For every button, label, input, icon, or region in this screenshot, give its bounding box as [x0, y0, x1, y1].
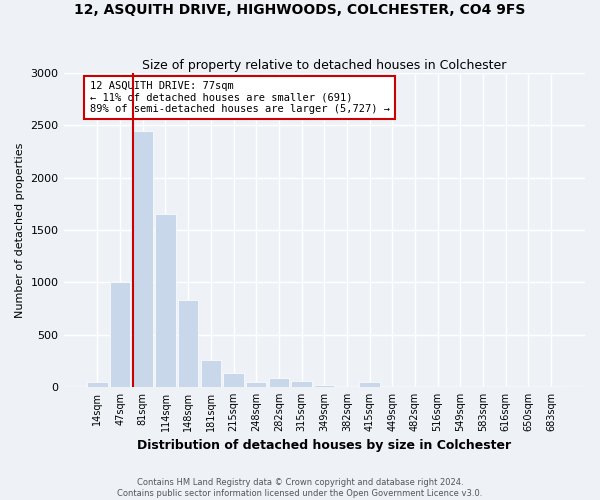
Bar: [359, 382, 380, 387]
Text: 12, ASQUITH DRIVE, HIGHWOODS, COLCHESTER, CO4 9FS: 12, ASQUITH DRIVE, HIGHWOODS, COLCHESTER…: [74, 2, 526, 16]
X-axis label: Distribution of detached houses by size in Colchester: Distribution of detached houses by size …: [137, 440, 511, 452]
Bar: [382, 386, 403, 387]
Bar: [110, 282, 130, 387]
Bar: [178, 300, 199, 387]
Bar: [269, 378, 289, 387]
Bar: [87, 382, 107, 387]
Bar: [450, 386, 470, 387]
Bar: [473, 386, 493, 387]
Text: Contains HM Land Registry data © Crown copyright and database right 2024.
Contai: Contains HM Land Registry data © Crown c…: [118, 478, 482, 498]
Bar: [292, 380, 312, 387]
Bar: [133, 130, 153, 387]
Bar: [427, 386, 448, 387]
Text: 12 ASQUITH DRIVE: 77sqm
← 11% of detached houses are smaller (691)
89% of semi-d: 12 ASQUITH DRIVE: 77sqm ← 11% of detache…: [89, 81, 389, 114]
Title: Size of property relative to detached houses in Colchester: Size of property relative to detached ho…: [142, 59, 506, 72]
Bar: [541, 386, 561, 387]
Bar: [200, 360, 221, 387]
Bar: [223, 374, 244, 387]
Bar: [496, 386, 516, 387]
Bar: [314, 385, 334, 387]
Bar: [155, 214, 176, 387]
Bar: [405, 386, 425, 387]
Bar: [518, 386, 539, 387]
Y-axis label: Number of detached properties: Number of detached properties: [15, 142, 25, 318]
Bar: [246, 382, 266, 387]
Bar: [337, 386, 357, 387]
